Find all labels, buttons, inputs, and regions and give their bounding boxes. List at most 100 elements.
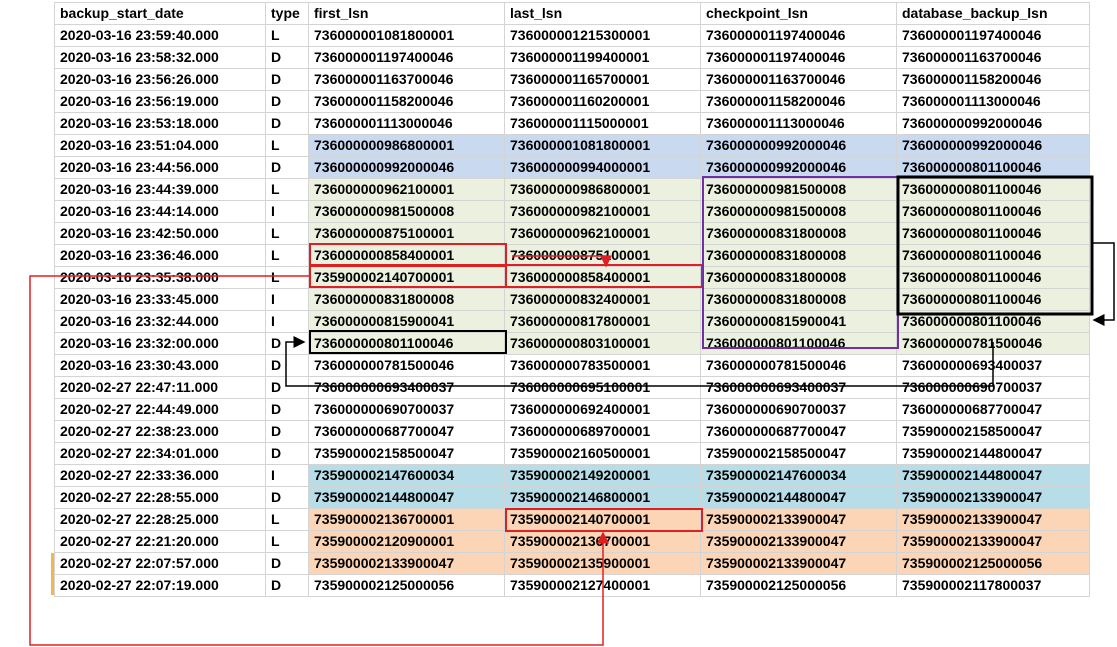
date-cell[interactable]: 2020-03-16 23:58:32.000 <box>54 46 266 69</box>
checkpoint-lsn-cell[interactable]: 736000000981500008 <box>700 178 897 201</box>
database-backup-lsn-cell[interactable]: 736000000801100046 <box>896 222 1090 245</box>
database-backup-lsn-cell[interactable]: 736000000687700047 <box>896 398 1090 421</box>
date-cell[interactable]: 2020-02-27 22:28:55.000 <box>54 486 266 509</box>
first-lsn-cell[interactable]: 735900002147600034 <box>308 464 505 487</box>
first-lsn-cell[interactable]: 736000000831800008 <box>308 288 505 311</box>
last-lsn-cell[interactable]: 736000001199400001 <box>504 46 701 69</box>
checkpoint-lsn-cell[interactable]: 736000001113000046 <box>700 112 897 135</box>
table-row: 2020-03-16 23:44:39.000 L 7360000009621000… <box>54 178 1090 201</box>
first-lsn-cell[interactable]: 736000000690700037 <box>308 398 505 421</box>
first-lsn-cell[interactable]: 736000001113000046 <box>308 112 505 135</box>
date-cell[interactable]: 2020-02-27 22:07:19.000 <box>54 574 266 597</box>
last-lsn-cell[interactable]: 736000000858400001 <box>504 266 701 289</box>
database-backup-lsn-cell[interactable]: 736000000801100046 <box>896 288 1090 311</box>
last-lsn-cell[interactable]: 736000000817800001 <box>504 310 701 333</box>
database-backup-lsn-cell[interactable]: 735900002133900047 <box>896 508 1090 531</box>
last-lsn-cell[interactable]: 736000001165700001 <box>504 68 701 91</box>
checkpoint-lsn-cell[interactable]: 736000000690700037 <box>700 398 897 421</box>
date-cell[interactable]: 2020-02-27 22:21:20.000 <box>54 530 266 553</box>
first-lsn-cell[interactable]: 736000000986800001 <box>308 134 505 157</box>
checkpoint-lsn-cell[interactable]: 736000000687700047 <box>700 420 897 443</box>
column-header[interactable]: checkpoint_lsn <box>700 2 897 25</box>
table-row: 2020-03-16 23:33:45.000 I 7360000008318000… <box>54 288 1090 311</box>
database-backup-lsn-cell[interactable]: 736000000801100046 <box>896 244 1090 267</box>
highlight-box-red <box>505 508 703 532</box>
first-lsn-cell[interactable]: 736000000815900041 <box>308 310 505 333</box>
first-lsn-cell[interactable]: 735900002125000056 <box>308 574 505 597</box>
checkpoint-lsn-cell[interactable]: 736000000992000046 <box>700 156 897 179</box>
table-row: 2020-03-16 23:32:44.000 I 7360000008159000… <box>54 310 1090 333</box>
date-cell[interactable]: 2020-02-27 22:07:57.000 <box>54 552 266 575</box>
checkpoint-lsn-cell[interactable]: 735900002158500047 <box>700 442 897 465</box>
first-lsn-cell[interactable]: 736000000962100001 <box>308 178 505 201</box>
last-lsn-cell[interactable]: 736000000695100001 <box>504 376 701 399</box>
checkpoint-lsn-cell[interactable]: 736000000992000046 <box>700 134 897 157</box>
last-lsn-cell[interactable]: 736000000994000001 <box>504 156 701 179</box>
database-backup-lsn-cell[interactable]: 735900002117800037 <box>896 574 1090 597</box>
table-row: 2020-03-16 23:44:56.000 D 7360000009920000… <box>54 156 1090 179</box>
column-header[interactable]: database_backup_lsn <box>896 2 1090 25</box>
column-header[interactable]: type <box>265 2 309 25</box>
table-row: 2020-03-16 23:42:50.000 L 7360000008751000… <box>54 222 1090 245</box>
table-row: 2020-03-16 23:58:32.000 D 7360000011974000… <box>54 46 1090 69</box>
date-cell[interactable]: 2020-02-27 22:34:01.000 <box>54 442 266 465</box>
database-backup-lsn-cell[interactable]: 736000000992000046 <box>896 134 1090 157</box>
first-lsn-cell[interactable]: 736000000858400001 <box>308 244 505 267</box>
date-cell[interactable]: 2020-03-16 23:33:45.000 <box>54 288 266 311</box>
checkpoint-lsn-cell[interactable]: 735900002133900047 <box>700 530 897 553</box>
last-lsn-cell[interactable]: 736000000982100001 <box>504 200 701 223</box>
database-backup-lsn-cell[interactable]: 735900002144800047 <box>896 464 1090 487</box>
first-lsn-cell[interactable]: 736000001197400046 <box>308 46 505 69</box>
date-cell[interactable]: 2020-03-16 23:56:19.000 <box>54 90 266 113</box>
date-cell[interactable]: 2020-03-16 23:53:18.000 <box>54 112 266 135</box>
table-row: 2020-02-27 22:47:11.000 D 7360000006934000… <box>54 376 1090 399</box>
column-header[interactable]: first_lsn <box>308 2 505 25</box>
checkpoint-lsn-cell[interactable]: 736000001158200046 <box>700 90 897 113</box>
date-cell[interactable]: 2020-02-27 22:33:36.000 <box>54 464 266 487</box>
checkpoint-lsn-cell[interactable]: 736000000831800008 <box>700 288 897 311</box>
database-backup-lsn-cell[interactable]: 736000000992000046 <box>896 112 1090 135</box>
highlight-box-red <box>309 243 507 267</box>
database-backup-lsn-cell[interactable]: 736000001158200046 <box>896 68 1090 91</box>
last-lsn-cell[interactable]: 736000000783500001 <box>504 354 701 377</box>
backup-history-table: backup_start_date type first_lsn last_lsn ch… <box>54 2 1090 597</box>
first-lsn-cell[interactable]: 736000000875100001 <box>308 222 505 245</box>
checkpoint-lsn-cell[interactable]: 735900002147600034 <box>700 464 897 487</box>
first-lsn-cell[interactable]: 735900002120900001 <box>308 530 505 553</box>
last-lsn-cell[interactable]: 735900002140700001 <box>504 508 701 531</box>
last-lsn-cell[interactable]: 736000000832400001 <box>504 288 701 311</box>
last-lsn-cell[interactable]: 736000001215300001 <box>504 24 701 47</box>
last-lsn-cell[interactable]: 735900002160500001 <box>504 442 701 465</box>
table-row: 2020-03-16 23:51:04.000 L 7360000009868000… <box>54 134 1090 157</box>
first-lsn-cell[interactable]: 735900002133900047 <box>308 552 505 575</box>
checkpoint-lsn-cell[interactable]: 735900002133900047 <box>700 552 897 575</box>
first-lsn-cell[interactable]: 735900002144800047 <box>308 486 505 509</box>
last-lsn-cell[interactable]: 736000001081800001 <box>504 134 701 157</box>
database-backup-lsn-cell[interactable]: 736000000801100046 <box>896 310 1090 333</box>
checkpoint-lsn-cell[interactable]: 736000000815900041 <box>700 310 897 333</box>
database-backup-lsn-cell[interactable]: 736000000801100046 <box>896 266 1090 289</box>
last-lsn-cell[interactable]: 735900002149200001 <box>504 464 701 487</box>
database-backup-lsn-cell[interactable]: 736000000801100046 <box>896 178 1090 201</box>
last-lsn-cell[interactable]: 736000000692400001 <box>504 398 701 421</box>
column-header[interactable]: backup_start_date <box>54 2 266 25</box>
checkpoint-lsn-cell[interactable]: 735900002125000056 <box>700 574 897 597</box>
database-backup-lsn-cell[interactable]: 735900002158500047 <box>896 420 1090 443</box>
first-lsn-cell[interactable]: 736000000801100046 <box>308 332 505 355</box>
checkpoint-lsn-cell[interactable]: 736000000831800008 <box>700 222 897 245</box>
database-backup-lsn-cell[interactable]: 735900002144800047 <box>896 442 1090 465</box>
date-cell[interactable]: 2020-02-27 22:44:49.000 <box>54 398 266 421</box>
checkpoint-lsn-cell[interactable]: 736000000981500008 <box>700 200 897 223</box>
first-lsn-cell[interactable]: 736000000981500008 <box>308 200 505 223</box>
database-backup-lsn-cell[interactable]: 736000001197400046 <box>896 24 1090 47</box>
date-cell[interactable]: 2020-03-16 23:44:39.000 <box>54 178 266 201</box>
last-lsn-cell[interactable]: 736000000962100001 <box>504 222 701 245</box>
checkpoint-lsn-cell[interactable]: 735900002133900047 <box>700 508 897 531</box>
database-backup-lsn-cell[interactable]: 735900002133900047 <box>896 486 1090 509</box>
last-lsn-cell[interactable]: 736000000986800001 <box>504 178 701 201</box>
date-cell[interactable]: 2020-02-27 22:38:23.000 <box>54 420 266 443</box>
table-row: 2020-02-27 22:33:36.000 I 7359000021476000… <box>54 464 1090 487</box>
table-row: 2020-02-27 22:38:23.000 D 7360000006877000… <box>54 420 1090 443</box>
database-backup-lsn-cell[interactable]: 736000000801100046 <box>896 200 1090 223</box>
